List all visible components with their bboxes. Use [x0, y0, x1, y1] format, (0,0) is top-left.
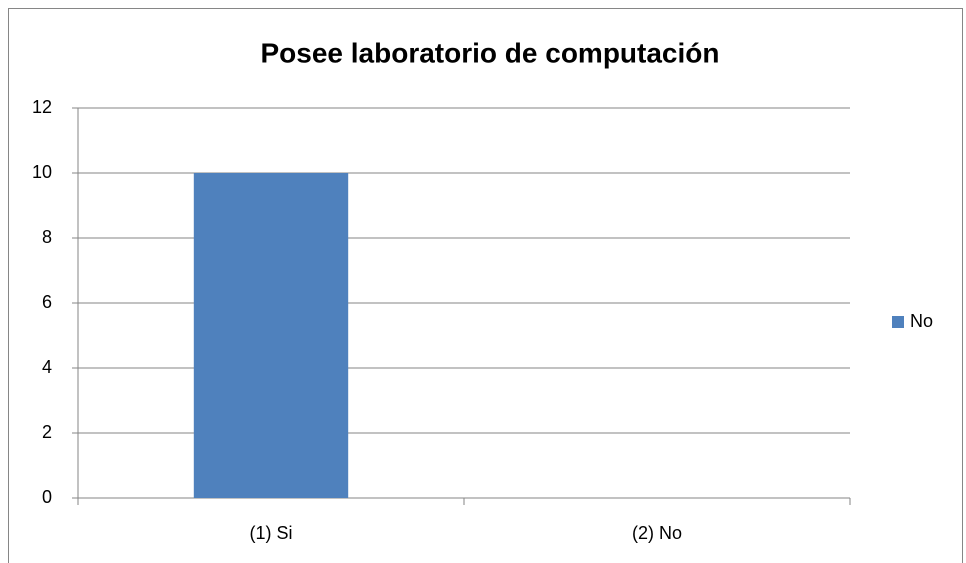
legend-swatch [892, 316, 904, 328]
y-tick-label: 12 [32, 97, 52, 117]
legend-label: No [910, 311, 933, 331]
y-tick-label: 10 [32, 162, 52, 182]
x-tick-label: (1) Si [249, 523, 292, 543]
y-tick-label: 4 [42, 357, 52, 377]
y-tick-label: 2 [42, 422, 52, 442]
y-tick-label: 0 [42, 487, 52, 507]
y-tick-label: 6 [42, 292, 52, 312]
y-tick-label: 8 [42, 227, 52, 247]
bar [193, 173, 349, 498]
x-tick-label: (2) No [632, 523, 682, 543]
chart-title: Posee laboratorio de computación [261, 37, 720, 68]
chart-frame [8, 8, 963, 563]
